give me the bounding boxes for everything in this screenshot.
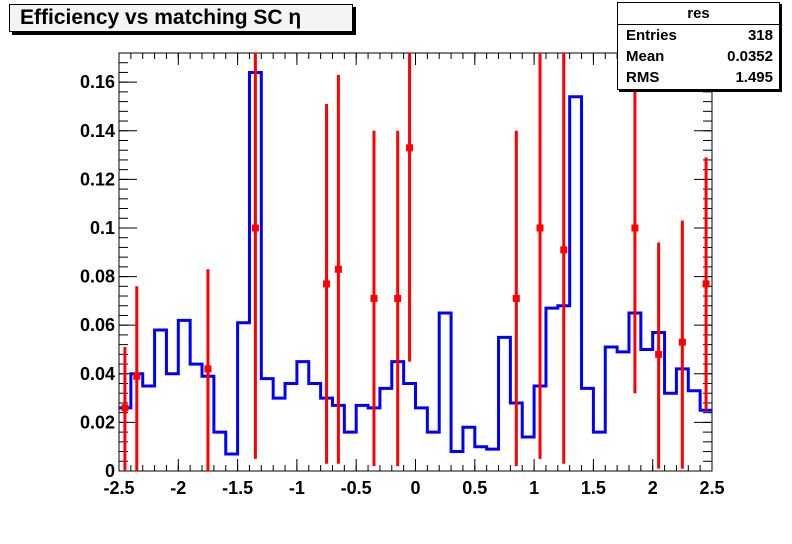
y-tick-label: 0 bbox=[105, 461, 115, 481]
x-tick-label: 0.5 bbox=[462, 478, 487, 498]
x-tick-label: 2 bbox=[648, 478, 658, 498]
y-tick-label: 0.12 bbox=[80, 169, 115, 189]
data-point bbox=[512, 294, 520, 302]
x-tick-label: -1 bbox=[289, 478, 305, 498]
data-point bbox=[631, 224, 639, 232]
x-tick-label: 1 bbox=[529, 478, 539, 498]
data-point bbox=[394, 294, 402, 302]
x-tick-label: -0.5 bbox=[341, 478, 372, 498]
x-tick-label: -2 bbox=[170, 478, 186, 498]
stats-value-rms: 1.495 bbox=[735, 69, 773, 86]
stats-value-mean: 0.0352 bbox=[727, 48, 773, 65]
data-point bbox=[334, 265, 342, 273]
stats-row-rms: RMS 1.495 bbox=[618, 67, 779, 88]
data-point bbox=[121, 404, 129, 412]
stats-row-mean: Mean 0.0352 bbox=[618, 46, 779, 67]
y-tick-label: 0.14 bbox=[80, 121, 115, 141]
histogram-series bbox=[119, 70, 712, 456]
y-tick-label: 0.16 bbox=[80, 72, 115, 92]
x-tick-label: 2.5 bbox=[699, 478, 724, 498]
stats-label-rms: RMS bbox=[626, 69, 660, 86]
chart-title-text: Efficiency vs matching SC η bbox=[20, 6, 302, 29]
x-tick-label: 1.5 bbox=[581, 478, 606, 498]
stats-box-title: res bbox=[618, 3, 779, 25]
stats-value-entries: 318 bbox=[747, 27, 773, 44]
x-tick-label: -1.5 bbox=[222, 478, 253, 498]
data-point bbox=[323, 280, 331, 288]
data-point bbox=[560, 246, 568, 254]
y-tick-label: 0.1 bbox=[90, 218, 115, 238]
y-tick-label: 0.02 bbox=[80, 412, 115, 432]
data-point bbox=[678, 338, 686, 346]
data-point bbox=[655, 350, 663, 358]
data-point bbox=[204, 365, 212, 373]
data-point bbox=[251, 224, 259, 232]
x-tick-label: 0 bbox=[410, 478, 420, 498]
x-tick-label: -2.5 bbox=[103, 478, 134, 498]
data-point bbox=[133, 372, 141, 380]
y-tick-label: 0.08 bbox=[80, 267, 115, 287]
data-point bbox=[536, 224, 544, 232]
errorbar-series bbox=[121, 53, 710, 471]
y-tick-label: 0.06 bbox=[80, 315, 115, 335]
data-point bbox=[370, 294, 378, 302]
stats-label-mean: Mean bbox=[626, 48, 665, 65]
y-tick-label: 0.04 bbox=[80, 364, 115, 384]
data-point bbox=[702, 280, 710, 288]
data-point bbox=[406, 144, 414, 152]
histogram-step-line bbox=[119, 70, 712, 456]
stats-box: res Entries 318 Mean 0.0352 RMS 1.495 bbox=[617, 2, 780, 90]
stats-row-entries: Entries 318 bbox=[618, 25, 779, 46]
chart-title: Efficiency vs matching SC η bbox=[9, 4, 353, 32]
stats-label-entries: Entries bbox=[626, 27, 677, 44]
